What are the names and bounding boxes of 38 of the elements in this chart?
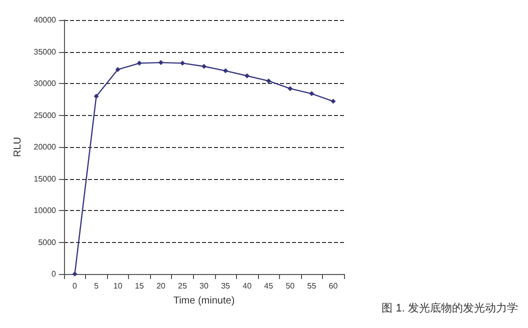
x-axis-title: Time (minute) — [173, 296, 235, 306]
y-tick-label: 40000 — [34, 16, 57, 24]
x-tick-label: 10 — [113, 282, 123, 290]
y-tick-label: 15000 — [34, 174, 57, 184]
point — [330, 98, 336, 104]
x-tick-label: 60 — [328, 282, 338, 290]
x-tick-label: 25 — [178, 282, 188, 290]
point — [94, 94, 99, 99]
x-tick-label: 5 — [94, 282, 100, 290]
y-tick-label: 0 — [52, 270, 57, 278]
x-tick-label: 15 — [134, 282, 144, 290]
point — [288, 86, 293, 92]
x-tick-label: 55 — [307, 282, 317, 290]
x-tick-label: 40 — [242, 282, 252, 290]
x-tick-label: 35 — [221, 282, 231, 290]
point — [244, 73, 250, 78]
x-tick-label: 50 — [286, 282, 296, 290]
y-tick-label: 25000 — [34, 110, 57, 120]
point — [202, 64, 206, 69]
point — [72, 272, 78, 276]
point — [115, 67, 120, 72]
x-tick-label: 20 — [156, 282, 166, 290]
point — [180, 60, 185, 66]
x-tick-label: 0 — [72, 282, 78, 290]
point — [266, 78, 272, 84]
y-axis-title: RLU — [12, 136, 24, 158]
point — [158, 60, 164, 66]
x-tick-label: 45 — [264, 282, 274, 290]
point — [309, 91, 314, 96]
point — [223, 68, 228, 74]
x-tick-label: 30 — [200, 282, 209, 290]
point — [136, 60, 142, 66]
y-tick-label: 10000 — [34, 206, 57, 215]
caption: 图 1. 发光底物的发光动力学 — [382, 302, 518, 314]
y-tick-label: 30000 — [34, 79, 57, 88]
y-tick-label: 5000 — [38, 238, 57, 247]
y-tick-label: 35000 — [34, 47, 57, 56]
y-tick-label: 20000 — [34, 142, 57, 152]
